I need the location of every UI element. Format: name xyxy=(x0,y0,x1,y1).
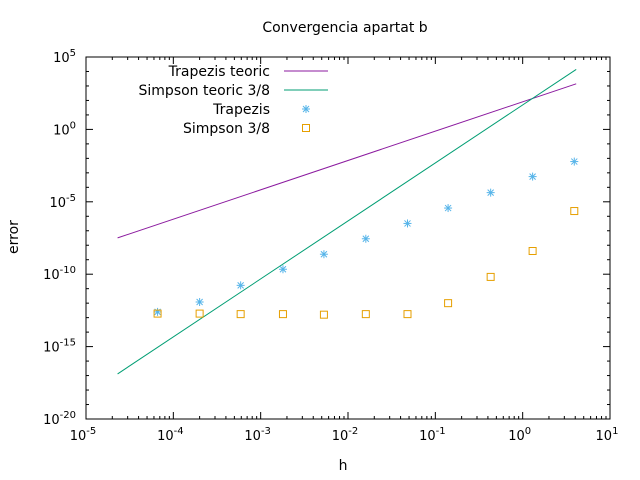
legend-label: Simpson teoric 3/8 xyxy=(139,83,270,99)
x-axis-label: h xyxy=(339,458,348,474)
legend-sample-square xyxy=(302,124,310,132)
x-tick-label: 10-2 xyxy=(332,426,359,444)
simpson-point xyxy=(361,310,370,319)
simpson-point xyxy=(528,247,537,256)
series-line-trapezis-teoric xyxy=(117,83,577,239)
simpson-point xyxy=(236,310,245,319)
legend-label: Simpson 3/8 xyxy=(183,121,270,137)
x-tick-label: 10-3 xyxy=(244,426,271,444)
trapezis-point xyxy=(486,188,495,197)
trapezis-point xyxy=(236,281,245,290)
trapezis-point xyxy=(444,204,453,213)
y-tick-label: 10-5 xyxy=(49,193,76,211)
simpson-point xyxy=(319,310,328,319)
trapezis-point xyxy=(528,172,537,181)
simpson-point xyxy=(278,310,287,319)
x-tick-label: 10-4 xyxy=(157,426,184,444)
simpson-point xyxy=(444,299,453,308)
legend-sample-asterisk xyxy=(302,105,310,113)
x-tick-label: 10-5 xyxy=(70,426,97,444)
simpson-point xyxy=(486,272,495,281)
chart-title: Convergencia apartat b xyxy=(262,20,427,36)
trapezis-point xyxy=(570,157,579,166)
simpson-point xyxy=(570,207,579,216)
y-tick-label: 100 xyxy=(53,120,76,138)
y-tick-label: 10-15 xyxy=(43,338,76,356)
legend-label: Trapezis teoric xyxy=(168,64,270,80)
simpson-point xyxy=(403,310,412,319)
legend-label: Trapezis xyxy=(212,102,270,118)
simpson-point xyxy=(195,309,204,318)
trapezis-point xyxy=(403,219,412,228)
simpson-point xyxy=(153,309,162,318)
trapezis-point xyxy=(153,307,162,316)
trapezis-point xyxy=(319,250,328,259)
trapezis-point xyxy=(278,265,287,274)
y-axis-label: error xyxy=(6,220,22,254)
y-tick-label: 10-20 xyxy=(43,410,76,428)
trapezis-point xyxy=(361,234,370,243)
series-line-simpson-teoric-3-8 xyxy=(117,68,577,375)
x-tick-label: 100 xyxy=(508,426,531,444)
y-tick-label: 10-10 xyxy=(43,265,76,283)
plot-frame xyxy=(85,56,611,420)
y-tick-label: 105 xyxy=(53,48,76,66)
trapezis-point xyxy=(195,298,204,307)
x-tick-label: 101 xyxy=(596,426,619,444)
x-tick-label: 10-1 xyxy=(419,426,446,444)
